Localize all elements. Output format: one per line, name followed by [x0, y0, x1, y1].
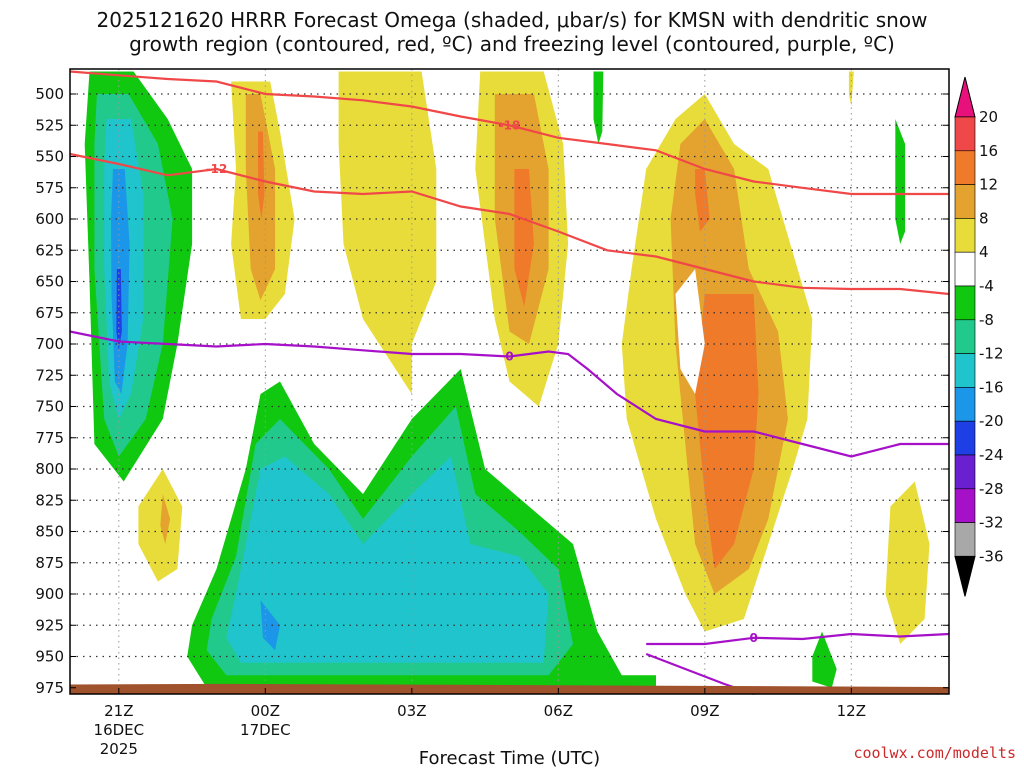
omega-region-small-positive-14z	[885, 481, 930, 644]
y-tick-label-725: 725	[35, 366, 64, 384]
dgz-contour-1	[69, 70, 949, 196]
credit-text[interactable]: coolwx.com/modelts	[853, 744, 1016, 762]
x-tick-year-21Z: 2025	[100, 740, 138, 758]
y-tick-label-950: 950	[35, 648, 64, 666]
colorbar-bin-8-12	[954, 184, 976, 219]
omega-region-positive-region-08z-orange-upper	[695, 169, 710, 232]
y-axis: 500 525 550 575 600 625 650 675 700 725 750 775 800 8…	[35, 85, 949, 697]
colorbar-bin--4-4	[954, 251, 976, 287]
colorbar-bin--12--8	[954, 319, 976, 354]
freezing-label-1: 0	[749, 631, 757, 645]
omega-region-positive-column-04z-orange	[514, 169, 534, 307]
y-tick-label-525: 525	[35, 116, 64, 134]
colorbar-bottom-arrow	[954, 555, 976, 597]
colorbar-label--16: -16	[979, 378, 1004, 396]
colorbar-bin-4-8	[954, 218, 976, 253]
colorbar-bin-12-16	[954, 150, 976, 185]
y-tick-label-700: 700	[35, 335, 64, 353]
freezing-label-0: 0	[505, 350, 513, 364]
y-tick-label-825: 825	[35, 491, 64, 509]
x-tick-label-21Z: 21Z	[104, 702, 133, 720]
colorbar-label--24: -24	[979, 446, 1004, 464]
omega-region-lower-negative-blob-blue	[260, 600, 280, 651]
omega-region-lower-negative-blob-cyan	[226, 456, 549, 663]
x-tick-label-03Z: 03Z	[397, 702, 426, 720]
colorbar-label--36: -36	[979, 547, 1004, 565]
freezing-contour-0	[69, 330, 949, 458]
colorbar-bin--32--28	[954, 488, 976, 523]
dgz-contour-0	[69, 152, 950, 296]
colorbar-label--4: -4	[979, 277, 994, 295]
colorbar-bin--36--32	[954, 522, 976, 557]
omega-region-small-negative-06z-top	[593, 71, 604, 144]
colorbar-label--8: -8	[979, 311, 994, 329]
colorbar-label--12: -12	[979, 345, 1004, 363]
y-tick-label-925: 925	[35, 616, 64, 634]
y-tick-label-850: 850	[35, 523, 64, 541]
x-tick-date-00Z: 17DEC	[240, 721, 291, 739]
colorbar-label-20: 20	[979, 108, 998, 126]
y-tick-label-875: 875	[35, 554, 64, 572]
y-tick-label-500: 500	[35, 85, 64, 103]
y-tick-label-625: 625	[35, 241, 64, 259]
colorbar-bin--8--4	[954, 285, 976, 321]
y-tick-label-800: 800	[35, 460, 64, 478]
omega-region-deep-negative-column-21z-dark	[116, 269, 122, 351]
colorbar-bin--20--16	[954, 387, 976, 422]
omega-shading	[84, 71, 930, 688]
x-tick-label-12Z: 12Z	[837, 702, 866, 720]
colorbar-label--20: -20	[979, 412, 1004, 430]
chart-title: 2025121620 HRRR Forecast Omega (shaded, …	[0, 8, 1024, 56]
omega-region-small-positive-21z-low-gold	[160, 494, 171, 544]
y-tick-label-975: 975	[35, 679, 64, 697]
y-tick-label-650: 650	[35, 273, 64, 291]
colorbar-label--28: -28	[979, 480, 1004, 498]
colorbar-label--32: -32	[979, 514, 1004, 532]
colorbar-label-4: 4	[979, 243, 989, 261]
plot-frame	[69, 68, 950, 695]
terrain-strip	[70, 683, 949, 694]
dgz-label-0: -12	[206, 162, 228, 176]
colorbar: 20 16 12 8 4 -4 -8 -12 -16 -20 -24 -28 -32 -36	[954, 76, 1004, 597]
y-tick-label-900: 900	[35, 585, 64, 603]
colorbar-top-arrow	[954, 76, 976, 118]
omega-region-positive-column-00z-orange	[258, 131, 265, 219]
colorbar-label-12: 12	[979, 176, 998, 194]
omega-region-small-positive-12z-top	[848, 71, 854, 107]
omega-region-small-negative-11z-low	[812, 631, 837, 688]
title-line-1: 2025121620 HRRR Forecast Omega (shaded, …	[96, 8, 928, 32]
omega-region-white-hole-08z	[675, 269, 705, 394]
freezing-contour-1	[646, 632, 950, 646]
colorbar-bin--28--24	[954, 454, 976, 490]
y-tick-label-750: 750	[35, 398, 64, 416]
x-tick-date-21Z: 16DEC	[94, 721, 145, 739]
y-tick-label-775: 775	[35, 429, 64, 447]
x-tick-label-09Z: 09Z	[690, 702, 719, 720]
colorbar-bin--16--12	[954, 353, 976, 388]
colorbar-bin--24--20	[954, 420, 976, 456]
y-tick-label-675: 675	[35, 304, 64, 322]
dgz-label-1: -18	[499, 118, 521, 132]
omega-region-small-negative-13z	[895, 119, 906, 244]
x-tick-label-00Z: 00Z	[251, 702, 280, 720]
y-tick-label-600: 600	[35, 210, 64, 228]
terrain-fill	[70, 683, 949, 694]
colorbar-label-16: 16	[979, 142, 998, 160]
x-axis-label: Forecast Time (UTC)	[419, 748, 600, 768]
colorbar-bin-16-20	[954, 116, 976, 152]
y-tick-label-575: 575	[35, 179, 64, 197]
omega-region-positive-column-01z	[338, 71, 437, 394]
colorbar-label-8: 8	[979, 209, 989, 227]
title-line-2: growth region (contoured, red, ºC) and f…	[129, 32, 895, 56]
contour-lines: -12 -18 0 0	[69, 70, 950, 696]
x-tick-label-06Z: 06Z	[544, 702, 573, 720]
y-tick-label-550: 550	[35, 148, 64, 166]
